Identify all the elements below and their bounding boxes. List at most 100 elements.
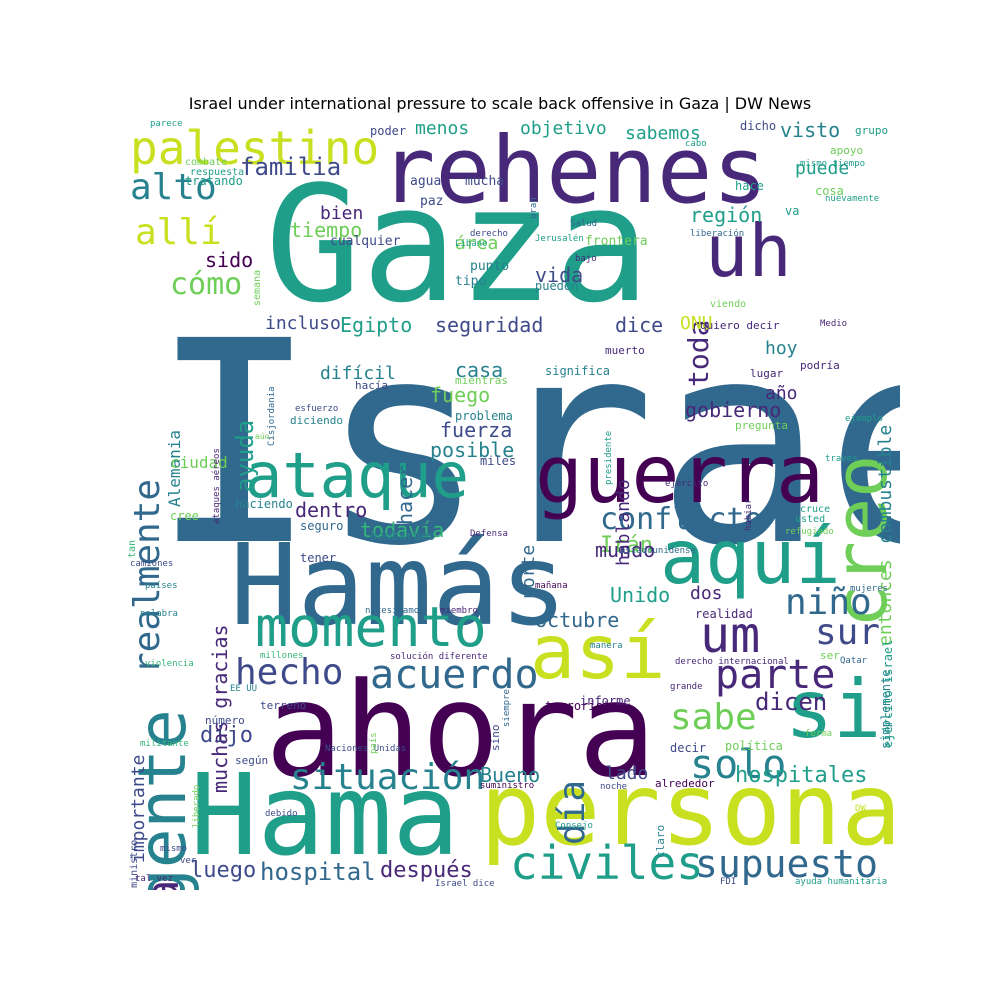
cloud-word: combustible <box>875 424 896 544</box>
cloud-word: viendo <box>710 299 747 310</box>
cloud-word: difícil <box>320 363 396 384</box>
cloud-word: área <box>455 233 499 254</box>
cloud-word: sur <box>815 612 881 653</box>
cloud-word: grupo <box>855 124 889 137</box>
cloud-word: objetivo <box>520 120 607 139</box>
cloud-word: tan <box>127 539 138 558</box>
cloud-word: uh <box>705 209 792 293</box>
cloud-word: Israel dice <box>435 879 495 889</box>
cloud-word: refugiado <box>785 527 834 537</box>
cloud-word: muchas gracias <box>208 624 232 793</box>
cloud-word: camiones <box>130 559 174 569</box>
cloud-word: civiles <box>510 836 704 890</box>
cloud-word: decir <box>670 741 707 755</box>
cloud-word: manera <box>590 641 623 651</box>
cloud-word: palestino <box>130 121 380 175</box>
cloud-word: presidente <box>604 430 614 485</box>
cloud-word: dijo <box>200 723 253 748</box>
cloud-word: tal vez <box>135 874 173 884</box>
cloud-word: cualquier <box>330 234 401 249</box>
cloud-word: cruce <box>800 504 831 515</box>
cloud-word: seguridad <box>435 313 544 337</box>
cloud-word: allí <box>135 212 222 253</box>
cloud-word: sabe <box>670 697 757 738</box>
cloud-word: octubre <box>535 608 620 632</box>
cloud-word: Salud <box>570 219 598 229</box>
cloud-word: tipo <box>455 274 487 289</box>
cloud-word: liberado <box>192 784 202 828</box>
cloud-word: dentro <box>295 498 368 522</box>
cloud-word: Líbano <box>455 239 488 249</box>
cloud-word: ser <box>820 649 840 662</box>
cloud-word: terrorista <box>545 699 618 713</box>
cloud-word: ejemplo <box>845 414 883 424</box>
cloud-word: ejército <box>665 479 709 489</box>
cloud-word: Bueno <box>480 763 541 787</box>
cloud-word: derecho internacional <box>675 657 789 667</box>
cloud-word: posible <box>430 438 515 462</box>
cloud-word: niño <box>785 582 872 623</box>
cloud-word: situación <box>290 757 486 798</box>
cloud-word: haciendo <box>235 497 293 511</box>
cloud-word: ataque <box>245 439 469 512</box>
cloud-word: hace <box>735 179 764 193</box>
cloud-word: solución diferente <box>390 652 488 662</box>
cloud-word: año <box>765 383 798 404</box>
cloud-word: usted <box>795 514 826 525</box>
cloud-word: después <box>380 858 473 883</box>
cloud-word: EE UU <box>230 684 258 694</box>
cloud-word: según <box>235 754 269 767</box>
cloud-word: fuerza <box>440 418 513 442</box>
cloud-word: hacía <box>355 379 389 392</box>
cloud-word: sabemos <box>625 123 701 144</box>
cloud-word: realidad <box>695 607 753 621</box>
cloud-word: quiero decir <box>700 319 780 332</box>
cloud-word: pueden <box>535 279 579 293</box>
cloud-word: FDI <box>720 877 737 887</box>
cloud-word: noche <box>600 782 628 792</box>
cloud-word: sido <box>205 248 254 272</box>
cloud-word: millones <box>260 651 304 661</box>
cloud-word: Consejo <box>555 821 593 831</box>
cloud-word: muerto <box>605 344 645 357</box>
chart-title: Israel under international pressure to s… <box>188 94 812 113</box>
cloud-word: bien <box>320 203 364 224</box>
cloud-word: mujeres <box>850 584 888 594</box>
cloud-word: ver <box>180 856 197 866</box>
cloud-word: acuerdo <box>370 652 539 698</box>
cloud-word: frontera <box>585 234 648 249</box>
cloud-word: derecho <box>470 229 508 239</box>
cloud-word: lado <box>605 763 649 784</box>
cloud-word: Qatar <box>840 656 868 666</box>
cloud-word: momento <box>255 595 487 659</box>
cloud-word: conflicto <box>600 502 763 537</box>
cloud-word: dicho <box>740 120 777 133</box>
cloud-word: apoyo <box>830 144 864 157</box>
cloud-word: violencia <box>145 659 194 669</box>
cloud-word: alto <box>130 167 217 208</box>
cloud-word: Naciones Unidas <box>325 744 407 754</box>
cloud-word: tener <box>300 551 337 565</box>
cloud-word: gran <box>529 197 539 219</box>
cloud-word: aún <box>255 432 270 441</box>
cloud-word: casa <box>455 358 504 382</box>
cloud-word: mañana <box>535 581 568 591</box>
cloud-word: suministro <box>480 781 535 791</box>
cloud-word: Unido <box>610 583 671 607</box>
cloud-word: aquí <box>660 513 841 601</box>
cloud-word: país <box>369 732 379 754</box>
cloud-word: forma <box>805 729 833 739</box>
cloud-word: día <box>552 779 593 845</box>
cloud-word: gobierno <box>685 398 782 422</box>
cloud-word: palabra <box>140 609 178 619</box>
cloud-word: combate <box>185 157 228 168</box>
cloud-word: menos <box>415 120 470 139</box>
cloud-word: siempre <box>502 689 512 727</box>
cloud-word: países <box>145 581 178 591</box>
cloud-word: Jerusalén <box>535 234 584 244</box>
cloud-word: solo <box>690 742 787 788</box>
cloud-word: ayuda <box>231 419 259 492</box>
cloud-word: puede <box>795 158 850 179</box>
cloud-word: problema <box>455 409 513 423</box>
